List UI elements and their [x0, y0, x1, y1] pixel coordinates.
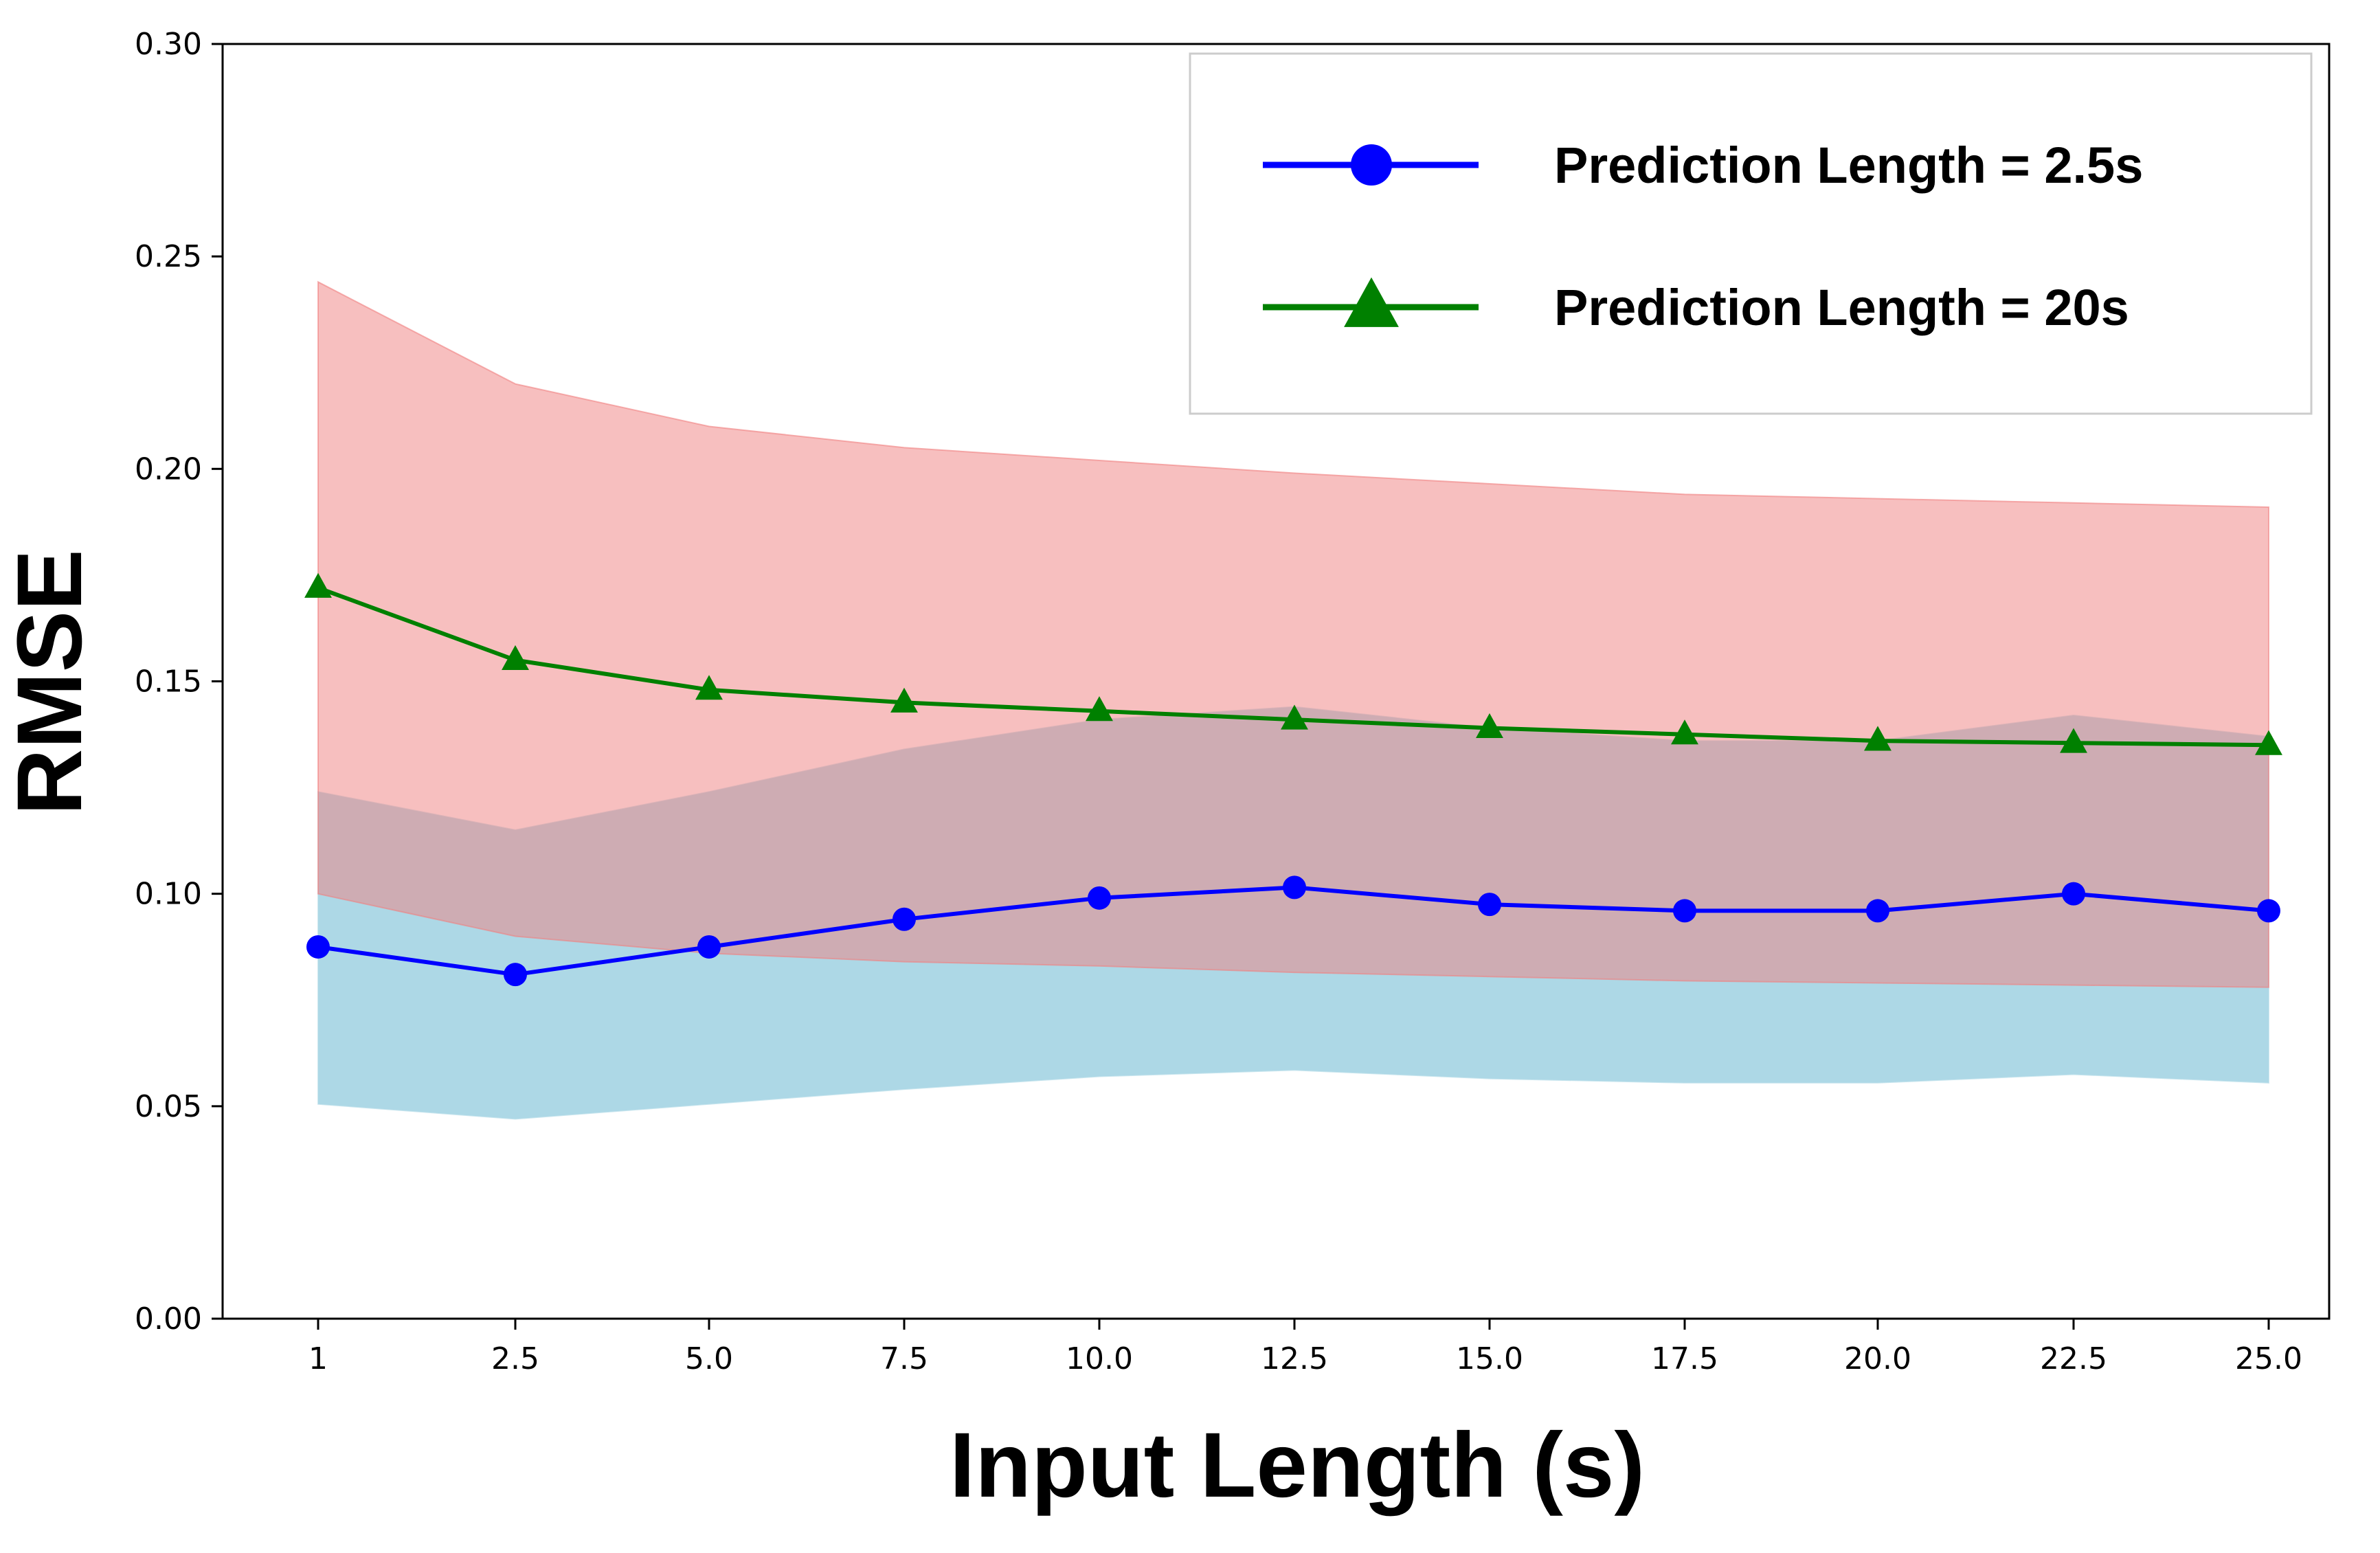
- data-point-prediction-length-20s-10: [2255, 730, 2282, 755]
- x-tick-label: 2.5: [491, 1341, 539, 1376]
- y-tick-label: 0.15: [135, 664, 202, 700]
- data-point-prediction-length-2-5s-10: [2257, 899, 2280, 923]
- x-tick-label: 10.0: [1066, 1341, 1133, 1376]
- y-tick-label: 0.10: [135, 877, 202, 912]
- series-lines: [304, 572, 2282, 987]
- data-point-prediction-length-2-5s-3: [892, 907, 916, 931]
- x-tick-label: 1: [308, 1341, 328, 1376]
- data-point-prediction-length-20s-8: [1864, 726, 1891, 751]
- data-point-prediction-length-2-5s-7: [1673, 899, 1696, 923]
- y-tick-label: 0.25: [135, 239, 202, 274]
- legend-marker-prediction-length-20s: [1344, 277, 1399, 327]
- x-tick-label: 5.0: [685, 1341, 733, 1376]
- data-point-prediction-length-20s-6: [1476, 713, 1503, 738]
- confidence-bands: [317, 280, 2269, 1120]
- legend-frame: [1189, 52, 2313, 415]
- data-point-prediction-length-20s-9: [2060, 728, 2087, 753]
- x-tick-label: 22.5: [2040, 1341, 2107, 1376]
- y-axis-title: RMSE: [0, 549, 101, 815]
- x-axis-title: Input Length (s): [950, 1414, 1645, 1517]
- data-point-prediction-length-20s-1: [502, 645, 529, 671]
- data-point-prediction-length-2-5s-4: [1088, 886, 1111, 910]
- data-point-prediction-length-2-5s-2: [697, 935, 721, 959]
- data-point-prediction-length-2-5s-9: [2062, 882, 2085, 906]
- data-point-prediction-length-2-5s-6: [1478, 893, 1501, 917]
- legend: Prediction Length = 2.5s Prediction Lengt…: [1189, 52, 2313, 415]
- data-point-prediction-length-2-5s-0: [306, 935, 330, 959]
- x-tick-label: 25.0: [2235, 1341, 2302, 1376]
- data-point-prediction-length-2-5s-5: [1283, 875, 1306, 900]
- y-tick-label: 0.30: [135, 27, 202, 62]
- y-tick-label: 0.20: [135, 451, 202, 487]
- x-axis: 1 2.5 5.0 7.5 10.0 12.5 15.0 17.5 20.0 22.5 25.0: [308, 1319, 2302, 1376]
- y-axis: 0.00 0.05 0.10 0.15 0.20 0.25 0.30: [135, 27, 223, 1337]
- y-tick-label: 0.00: [135, 1301, 202, 1337]
- legend-marker-prediction-length-2-5s: [1351, 144, 1392, 186]
- band-prediction-length-20s: [317, 280, 2269, 988]
- y-tick-label: 0.05: [135, 1089, 202, 1124]
- data-point-prediction-length-20s-0: [304, 572, 332, 598]
- x-tick-label: 15.0: [1456, 1341, 1523, 1376]
- data-point-prediction-length-20s-7: [1671, 719, 1698, 745]
- data-point-prediction-length-20s-2: [695, 675, 723, 700]
- data-point-prediction-length-20s-3: [890, 687, 918, 713]
- data-point-prediction-length-20s-5: [1281, 704, 1308, 730]
- data-point-prediction-length-2-5s-1: [504, 963, 527, 987]
- x-tick-label: 7.5: [880, 1341, 928, 1376]
- data-point-prediction-length-2-5s-8: [1866, 899, 1889, 923]
- data-point-prediction-length-20s-4: [1086, 696, 1113, 722]
- x-tick-label: 12.5: [1261, 1341, 1328, 1376]
- x-tick-label: 20.0: [1844, 1341, 1911, 1376]
- legend-label-prediction-length-2-5s: Prediction Length = 2.5s: [1554, 137, 2143, 194]
- x-tick-label: 17.5: [1651, 1341, 1718, 1376]
- legend-label-prediction-length-20s: Prediction Length = 20s: [1554, 279, 2129, 336]
- legend-items: Prediction Length = 2.5s Prediction Lengt…: [1263, 137, 2143, 336]
